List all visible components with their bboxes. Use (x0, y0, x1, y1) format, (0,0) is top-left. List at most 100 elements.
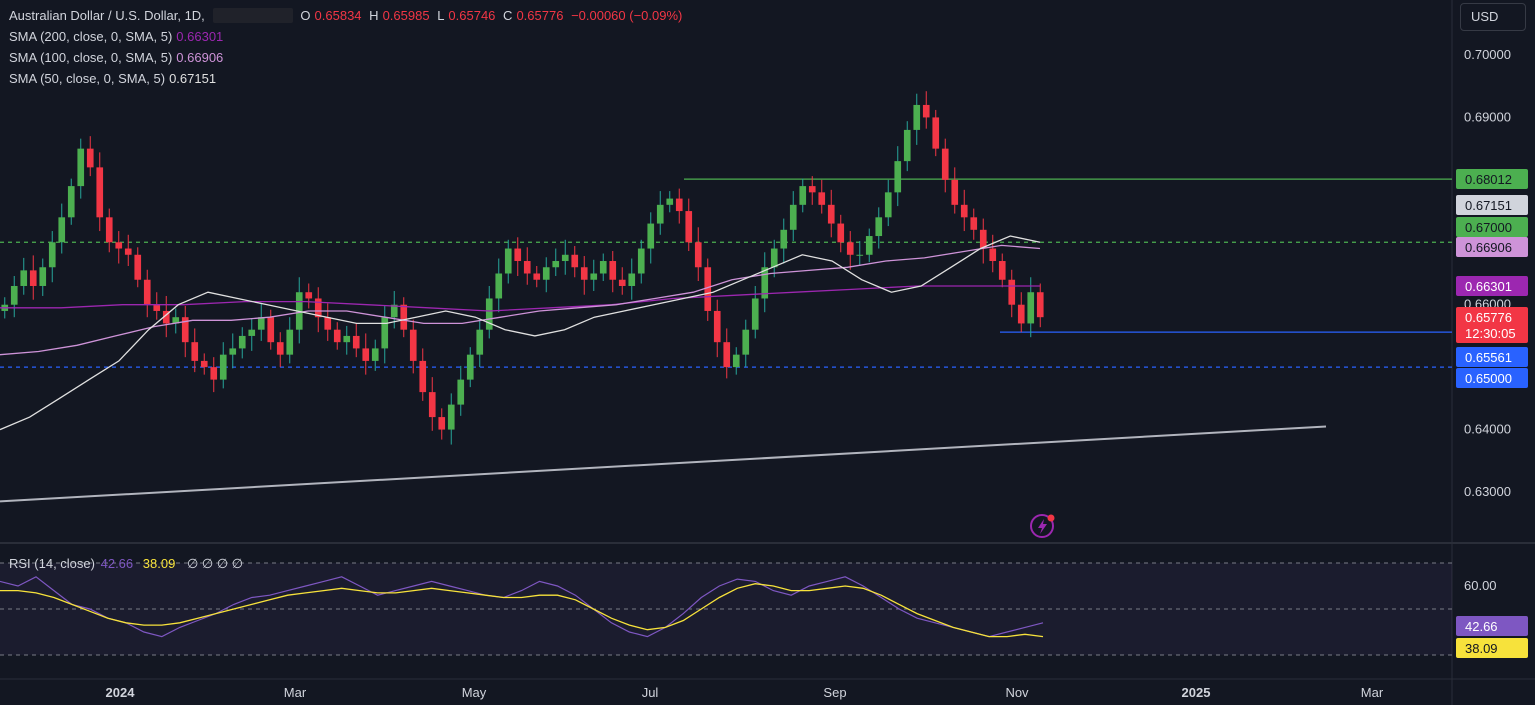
candle-body (837, 223, 845, 243)
price-tag (1456, 276, 1528, 296)
price-tick-label: 0.64000 (1464, 422, 1511, 437)
candle-body (390, 304, 398, 318)
price-tag-label: 0.67000 (1465, 220, 1512, 235)
time-tick-label: 2025 (1182, 685, 1211, 700)
ohlc-low-key: L (437, 8, 445, 23)
candle-body (1017, 304, 1025, 324)
sma100-value: 0.66906 (176, 50, 224, 65)
ohlc-high-key: H (369, 8, 379, 23)
candle-body (48, 242, 56, 268)
candle-body (219, 354, 227, 380)
candle-body (970, 217, 978, 230)
candle-body (29, 270, 37, 286)
candle-body (333, 329, 341, 343)
candle-body (86, 148, 94, 168)
candle-body (343, 335, 351, 343)
candle-body (922, 104, 930, 118)
sma100-label: SMA (100, close, 0, SMA, 5) (9, 50, 173, 65)
candle-body (894, 161, 902, 193)
trendline (0, 425, 1327, 503)
rsi-tick-label: 60.00 (1464, 578, 1497, 593)
lightning-bolt (1038, 519, 1047, 534)
rsi-value: 42.66 (100, 556, 134, 571)
candle-body (609, 261, 617, 280)
price-tag-label: 0.65776 (1465, 310, 1512, 325)
ohlc-low-value: 0.65746 (448, 8, 496, 23)
price-tag-label: 0.65000 (1465, 371, 1512, 386)
price-tag (1456, 195, 1528, 215)
price-tick-label: 0.70000 (1464, 47, 1511, 62)
candle-body (542, 267, 550, 280)
candle-body (371, 348, 379, 361)
candle-body (628, 273, 636, 286)
candle-body (181, 317, 189, 343)
candle-body (305, 292, 313, 299)
lightning-dot (1047, 514, 1055, 522)
sma200-value: 0.66301 (176, 29, 224, 44)
time-tick-label: Sep (823, 685, 846, 700)
candle-body (780, 229, 788, 249)
rsi-line (0, 576, 1044, 638)
candle-body (552, 261, 560, 268)
ohlc-close-value: 0.65776 (516, 8, 564, 23)
candle-body (704, 267, 712, 311)
candle-body (172, 317, 180, 324)
ohlc-close-key: C (503, 8, 513, 23)
redacted-mask (212, 8, 293, 23)
price-tick-label: 0.69000 (1464, 109, 1511, 124)
candle-body (124, 248, 132, 255)
price-tag (1456, 347, 1528, 367)
rsi-tag (1456, 616, 1528, 636)
candle-body (286, 329, 294, 355)
candle-body (257, 317, 265, 330)
rsi-pane (0, 562, 1452, 656)
ohlc-open-value: 0.65834 (314, 8, 362, 23)
candle-body (761, 267, 769, 299)
price-tag (1456, 237, 1528, 257)
ohlc-open-key: O (300, 8, 311, 23)
time-axis: 2024 Mar May Jul Sep Nov 2025 Mar (106, 685, 1384, 700)
candle-body (685, 211, 693, 243)
candle-body (381, 317, 389, 349)
ohlc-legend: Australian Dollar / U.S. Dollar, 1D, O 0.… (9, 8, 686, 23)
candle-body (67, 186, 75, 218)
sma50-label: SMA (50, close, 0, SMA, 5) (9, 71, 166, 86)
candle-body (1027, 292, 1035, 324)
candle-body (58, 217, 66, 243)
candle-body (495, 273, 503, 299)
candle-body (666, 198, 674, 205)
candle-body (248, 329, 256, 336)
candle-body (979, 229, 987, 249)
candle-body (362, 348, 370, 361)
price-levels (0, 178, 1452, 368)
lightning-circle (1030, 514, 1054, 538)
candle-body (751, 298, 759, 330)
lightning-icon[interactable] (1030, 514, 1055, 538)
rsi-legend[interactable]: RSI (14, close) 42.66 38.09 ∅ ∅ ∅ ∅ (9, 556, 243, 572)
candle-body (808, 186, 816, 193)
candle-body (713, 310, 721, 343)
candle-body (913, 104, 921, 130)
rsi-ma-value: 38.09 (142, 556, 176, 571)
sma50-value: 0.67151 (169, 71, 217, 86)
candle-body (694, 242, 702, 268)
sma50-legend[interactable]: SMA (50, close, 0, SMA, 5) 0.67151 (9, 71, 220, 86)
sma100-legend[interactable]: SMA (100, close, 0, SMA, 5) 0.66906 (9, 50, 227, 65)
candle-body (352, 335, 360, 349)
candle-body (846, 242, 854, 255)
candle-body (818, 192, 826, 205)
sma200-label: SMA (200, close, 0, SMA, 5) (9, 29, 173, 44)
candle-body (732, 354, 740, 368)
candle-body (428, 392, 436, 418)
currency-button[interactable]: USD (1460, 3, 1526, 31)
sma200-legend[interactable]: SMA (200, close, 0, SMA, 5) 0.66301 (9, 29, 227, 44)
candle-body (742, 329, 750, 355)
price-tag (1456, 368, 1528, 388)
rsi-tag (1456, 638, 1528, 658)
candle-body (229, 348, 237, 355)
time-tick-label: Nov (1005, 685, 1029, 700)
candle-body (438, 417, 446, 430)
candle-body (419, 360, 427, 393)
